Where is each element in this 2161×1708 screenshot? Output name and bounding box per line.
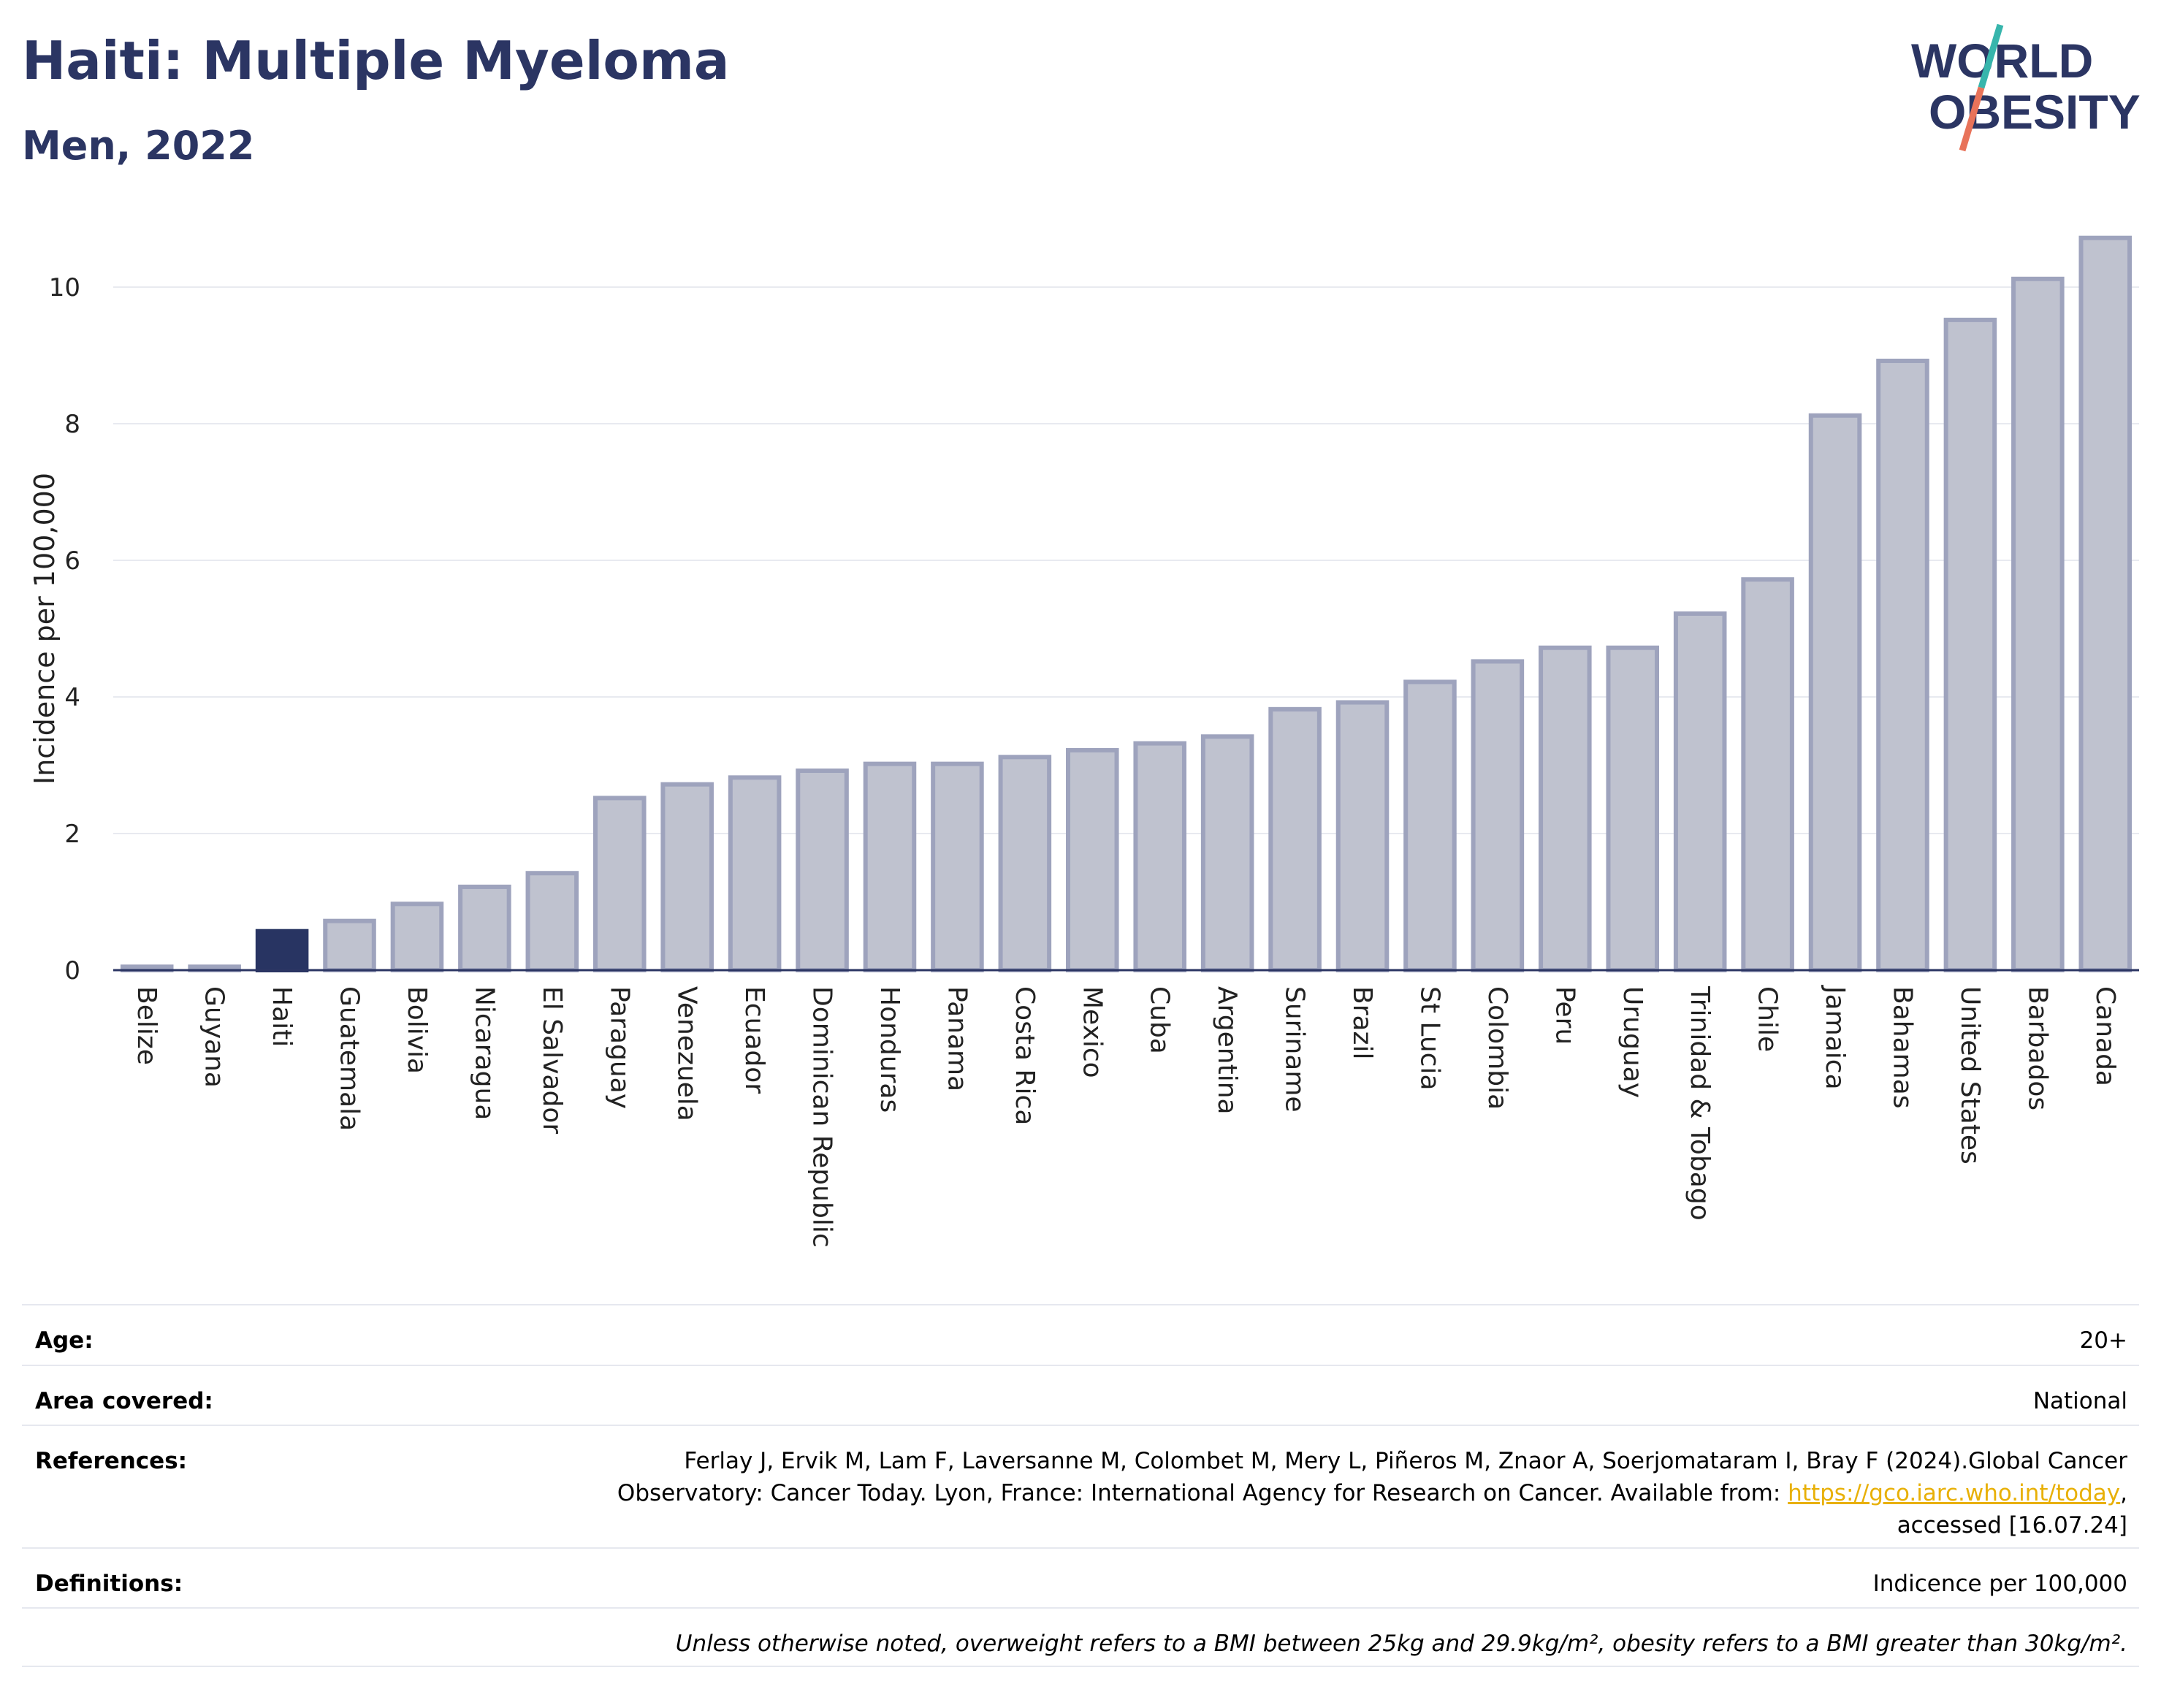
- y-tick-label: 8: [64, 410, 80, 439]
- age-value: 20+: [2079, 1327, 2127, 1354]
- bar: [1943, 317, 1997, 972]
- x-tick-label: Brazil: [1347, 986, 1377, 1059]
- y-tick-label: 2: [64, 820, 80, 849]
- x-tick-label: Panama: [942, 986, 972, 1091]
- info-row-definitions: Definitions: Indicence per 100,000: [22, 1547, 2139, 1607]
- x-tick-label: United States: [1955, 986, 1985, 1164]
- age-label: Age:: [35, 1327, 94, 1354]
- references-value: Ferlay J, Ervik M, Lam F, Laversanne M, …: [593, 1445, 2127, 1541]
- logo-word-world: WORLD: [1911, 34, 2093, 88]
- x-tick-label: Jamaica: [1820, 985, 1850, 1090]
- x-tick-label: Canada: [2090, 986, 2120, 1086]
- references-link[interactable]: https://gco.iarc.who.int/today: [1788, 1480, 2121, 1506]
- x-tick-label: El Salvador: [537, 986, 567, 1134]
- x-tick-label: Argentina: [1212, 986, 1242, 1115]
- bar: [1403, 679, 1457, 972]
- bar: [1471, 659, 1525, 972]
- bar: [1335, 700, 1390, 972]
- bar: [1673, 611, 1727, 972]
- area-label: Area covered:: [35, 1388, 213, 1414]
- x-tick-label: Chile: [1753, 986, 1783, 1052]
- bar: [525, 871, 579, 972]
- x-tick-label: St Lucia: [1414, 986, 1444, 1091]
- x-tick-label: Belize: [132, 986, 161, 1065]
- bar: [1876, 358, 1929, 973]
- bar: [1539, 645, 1592, 972]
- x-tick-label: Venezuela: [672, 986, 702, 1121]
- info-row-area: Area covered: National: [22, 1365, 2139, 1425]
- info-row-references: References: Ferlay J, Ervik M, Lam F, La…: [22, 1425, 2139, 1547]
- bar: [1133, 741, 1186, 973]
- y-tick-label: 4: [64, 683, 80, 712]
- x-tick-label: Guatemala: [335, 986, 365, 1131]
- x-tick-label: Uruguay: [1617, 986, 1647, 1098]
- bar: [863, 761, 917, 972]
- bmi-note: Unless otherwise noted, overweight refer…: [675, 1631, 2127, 1657]
- bar: [1741, 577, 1794, 972]
- area-value: National: [2032, 1388, 2127, 1414]
- y-tick-label: 10: [49, 273, 80, 302]
- x-tick-label: Bahamas: [1887, 986, 1917, 1109]
- bar: [2078, 235, 2133, 973]
- x-tick-label: Dominican Republic: [807, 986, 837, 1248]
- references-suffix: , accessed [16.07.24]: [1897, 1480, 2127, 1539]
- bar: [1200, 734, 1254, 972]
- chart-title: Haiti: Multiple Myeloma: [22, 30, 730, 91]
- bar: [1268, 706, 1322, 973]
- definitions-value: Indicence per 100,000: [1872, 1571, 2127, 1597]
- bar: [1808, 413, 1862, 972]
- logo-slash-bottom: [1959, 86, 1985, 152]
- x-tick-label: Ecuador: [739, 986, 769, 1094]
- y-tick-label: 6: [64, 546, 80, 576]
- info-table: Age: 20+ Area covered: National Referenc…: [22, 1304, 2139, 1667]
- x-tick-label: Trinidad & Tobago: [1685, 985, 1715, 1221]
- x-tick-label: Costa Rica: [1010, 986, 1040, 1125]
- references-label: References:: [35, 1448, 188, 1474]
- world-obesity-logo: WORLD OBESITY: [1911, 23, 2141, 152]
- bar-chart: 0 2 4 6 8 10 Incidence per 100,000 Belize Guyana…: [28, 235, 2139, 1248]
- x-tick-label: Cuba: [1145, 986, 1175, 1054]
- bar: [660, 782, 714, 972]
- references-text: Ferlay J, Ervik M, Lam F, Laversanne M, …: [617, 1448, 2127, 1506]
- info-row-age: Age: 20+: [22, 1304, 2139, 1365]
- bar: [255, 929, 309, 973]
- logo-slash-top: [1978, 23, 2004, 89]
- x-tick-label: Paraguay: [604, 986, 634, 1109]
- x-tick-label: Suriname: [1280, 986, 1310, 1113]
- y-tick-label: 0: [64, 956, 80, 985]
- bar: [592, 796, 647, 972]
- x-tick-label: Honduras: [874, 986, 904, 1113]
- x-tick-label: Haiti: [267, 986, 297, 1047]
- definitions-label: Definitions:: [35, 1571, 183, 1597]
- x-tick-label: Bolivia: [402, 986, 432, 1074]
- bar: [390, 901, 444, 972]
- bar: [1606, 645, 1660, 972]
- x-tick-label: Colombia: [1482, 986, 1512, 1110]
- info-row-note: Unless otherwise noted, overweight refer…: [22, 1607, 2139, 1667]
- bar: [323, 918, 376, 972]
- logo-word-obesity: OBESITY: [1929, 85, 2141, 139]
- chart-subtitle: Men, 2022: [22, 123, 255, 169]
- bar: [931, 761, 984, 972]
- x-tick-label: Barbados: [2022, 986, 2052, 1110]
- y-axis-label: Incidence per 100,000: [28, 473, 61, 785]
- bar: [998, 755, 1052, 973]
- x-tick-label: Nicaragua: [469, 986, 499, 1120]
- x-tick-label: Guyana: [199, 986, 229, 1088]
- bar: [2011, 276, 2065, 972]
- x-tick-label: Peru: [1550, 986, 1579, 1045]
- bar: [458, 884, 511, 972]
- bar: [796, 768, 849, 972]
- bar: [1066, 747, 1119, 972]
- bar: [728, 775, 782, 973]
- x-tick-label: Mexico: [1077, 986, 1107, 1078]
